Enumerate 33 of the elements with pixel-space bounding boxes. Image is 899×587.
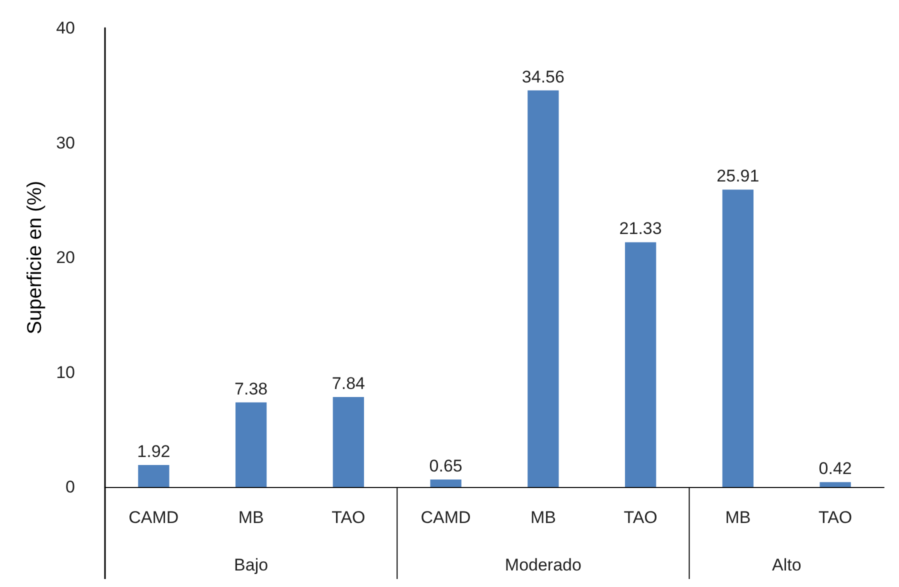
bar [820, 482, 851, 487]
data-label: 0.42 [818, 459, 852, 478]
text: Moderado [504, 556, 582, 574]
data-label: 7.84 [332, 374, 365, 394]
x-tick-label: TAO [332, 508, 366, 527]
x-tick-label: TAO [624, 508, 658, 527]
text: Alto [772, 556, 802, 574]
x-tick-label: MB [530, 508, 556, 527]
bar [722, 190, 754, 487]
bar [624, 242, 656, 487]
x-tick-label: MB [725, 508, 751, 527]
data-label: 0.65 [429, 456, 462, 476]
x-tick-label: MB [238, 508, 264, 527]
x-tick-label: CAMD [420, 508, 471, 527]
x-tick-label: TAO [818, 508, 852, 527]
data-label: 25.91 [716, 166, 760, 186]
bar [430, 480, 462, 487]
text: Bajo [234, 556, 268, 574]
y-tick-label: 10 [56, 362, 75, 382]
data-label: 21.33 [619, 219, 662, 238]
data-label: 1.92 [137, 442, 170, 461]
y-axis-title: Superficie en (%) [24, 180, 46, 334]
bar [332, 397, 364, 487]
y-tick-label: 40 [56, 18, 75, 38]
x-tick-label: CAMD [128, 508, 179, 527]
y-tick-label: 0 [66, 478, 75, 496]
data-label: 34.56 [522, 67, 564, 86]
bar [528, 90, 559, 487]
y-tick-label: 20 [56, 248, 75, 267]
y-tick-label: 30 [56, 133, 75, 152]
data-label: 7.38 [234, 379, 268, 398]
bar [235, 402, 267, 487]
bar [138, 464, 170, 487]
